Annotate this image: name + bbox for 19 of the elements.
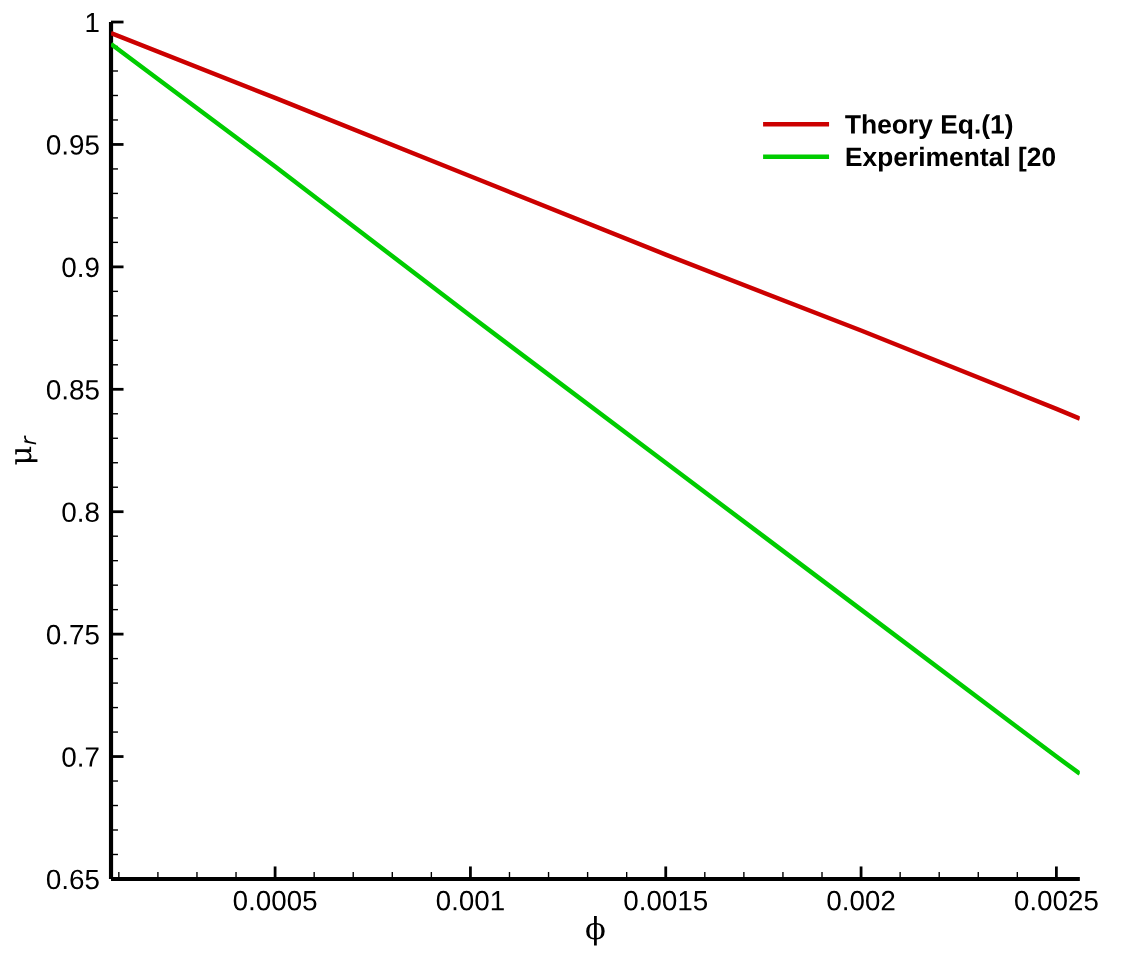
x-tick-label: 0.0025 xyxy=(1015,890,1098,911)
line-series xyxy=(111,30,1080,421)
y-tick-label: 0.65 xyxy=(46,869,99,890)
y-tick-label: 0.95 xyxy=(46,135,99,155)
y-tick-label: 0.85 xyxy=(46,379,99,400)
x-tick-label: 0.0015 xyxy=(624,890,708,911)
legend-label: Experimental [20 xyxy=(846,146,1056,172)
y-tick-label: 0.75 xyxy=(46,624,99,645)
x-tick-label: 0.0005 xyxy=(233,890,317,911)
x-tick-label: 0.002 xyxy=(827,890,895,911)
line-series xyxy=(111,41,1080,776)
y-axis-title: μ$_{r}$ xyxy=(15,435,38,465)
x-axis-title: ϕ xyxy=(586,915,605,946)
y-tick-label: 0.7 xyxy=(62,747,99,767)
x-tick-label: 0.001 xyxy=(436,890,504,911)
y-tick-label: 0.9 xyxy=(62,257,99,278)
y-tick-label: 1 xyxy=(86,12,99,33)
legend-label: Theory Eq.(1) xyxy=(845,114,1013,139)
y-tick-label: 0.8 xyxy=(62,502,99,523)
